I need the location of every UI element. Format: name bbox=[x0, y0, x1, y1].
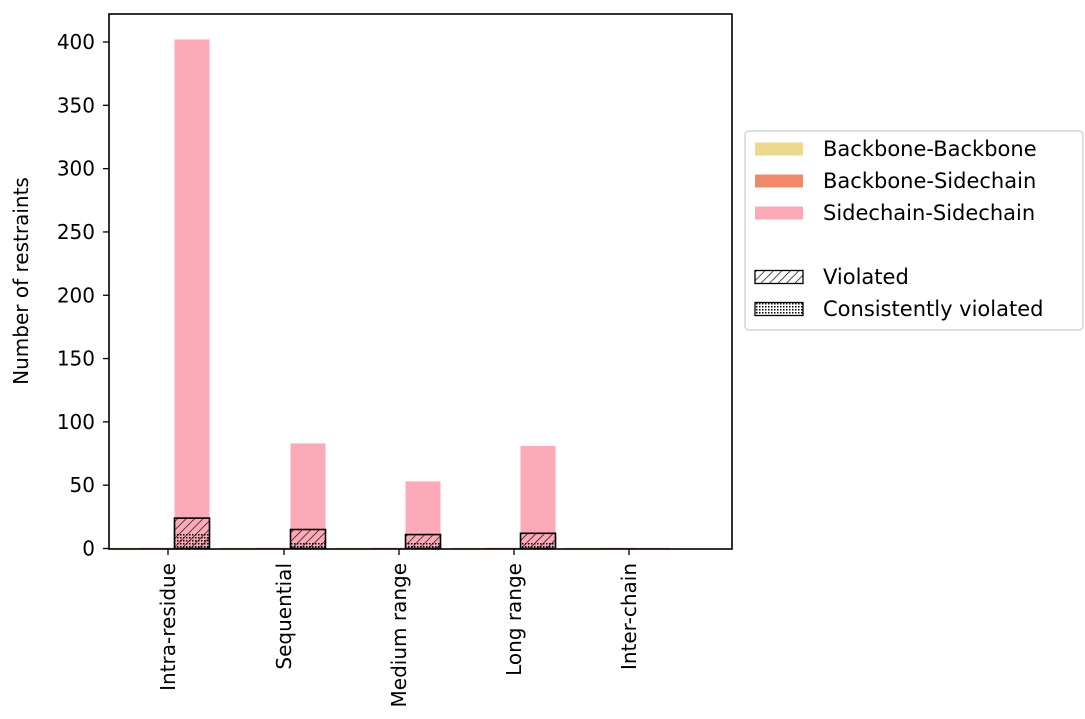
x-axis: Intra-residue Sequential Medium range Long … bbox=[156, 549, 641, 707]
legend-label-0: Backbone-Backbone bbox=[823, 137, 1037, 161]
legend-swatch-0 bbox=[755, 142, 803, 156]
legend-swatch-extra-0 bbox=[754, 269, 804, 285]
y-tick-label-200: 200 bbox=[57, 283, 95, 307]
legend-swatch-1 bbox=[755, 174, 803, 188]
legend-label-2: Sidechain-Sidechain bbox=[823, 201, 1035, 225]
plot-area-frame bbox=[108, 13, 733, 550]
legend-swatch-2 bbox=[755, 206, 803, 220]
bar-sidechain-sidechain-3 bbox=[520, 445, 556, 549]
y-tick-label-0: 0 bbox=[82, 537, 95, 561]
legend-label-extra-0: Violated bbox=[823, 265, 909, 289]
y-axis-label: Number of restraints bbox=[9, 177, 33, 385]
y-tick-label-350: 350 bbox=[57, 93, 95, 117]
consistently-violated-bar-2 bbox=[405, 542, 441, 549]
x-tick-label-1: Sequential bbox=[272, 563, 296, 670]
legend-label-1: Backbone-Sidechain bbox=[823, 169, 1036, 193]
bars-layer bbox=[104, 39, 671, 550]
y-tick-label-50: 50 bbox=[70, 473, 95, 497]
x-tick-label-0: Intra-residue bbox=[156, 563, 180, 691]
x-tick-label-2: Medium range bbox=[387, 563, 411, 707]
y-tick-label-150: 150 bbox=[57, 347, 95, 371]
y-tick-label-400: 400 bbox=[57, 30, 95, 54]
x-tick-label-4: Inter-chain bbox=[617, 563, 641, 670]
legend-frame bbox=[744, 130, 1084, 331]
y-tick-label-100: 100 bbox=[57, 410, 95, 434]
x-tick-label-3: Long range bbox=[502, 563, 526, 676]
consistently-violated-bar-0 bbox=[174, 533, 210, 549]
legend-swatch-extra-1 bbox=[754, 301, 804, 317]
y-tick-label-250: 250 bbox=[57, 220, 95, 244]
consistently-violated-bar-3 bbox=[520, 542, 556, 549]
legend: Backbone-Backbone Backbone-Sidechain Sidec… bbox=[744, 130, 1084, 331]
y-tick-label-300: 300 bbox=[57, 157, 95, 181]
y-axis: 0 50 100 150 200 250 300 350 400 bbox=[57, 30, 109, 561]
consistently-violated-bar-1 bbox=[290, 542, 326, 549]
bar-sidechain-sidechain-0 bbox=[174, 39, 210, 549]
legend-label-extra-1: Consistently violated bbox=[823, 297, 1043, 321]
